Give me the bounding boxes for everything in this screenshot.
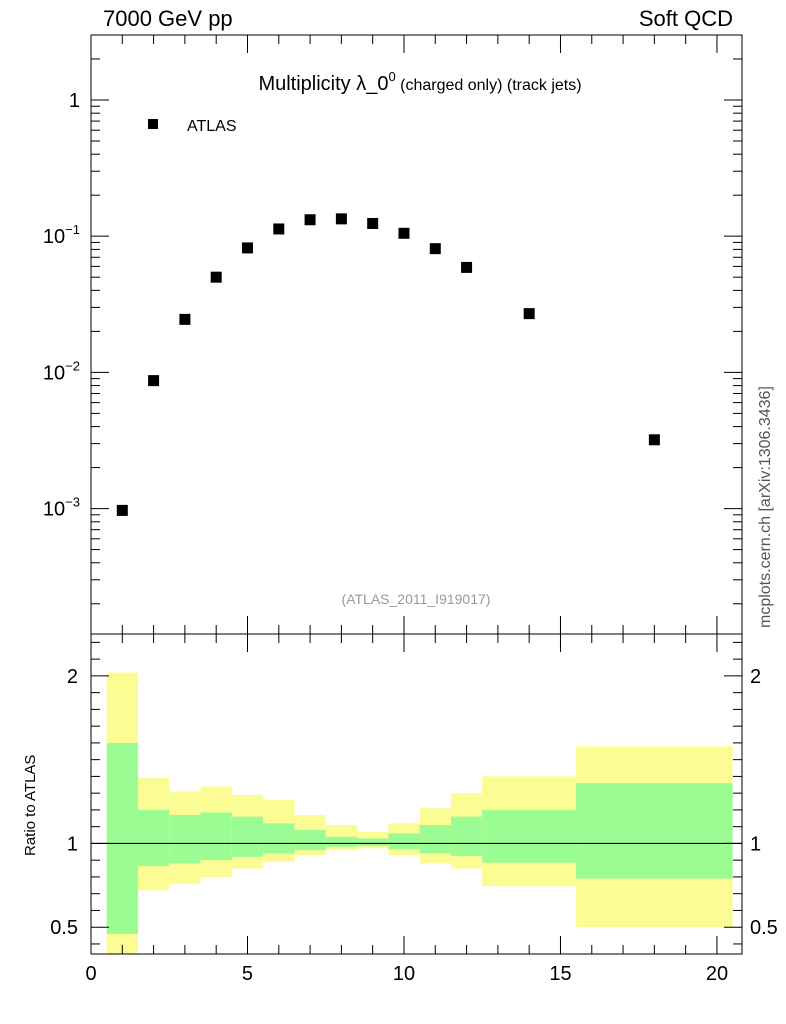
x-tick-label: 15 xyxy=(549,963,571,985)
y-tick-label: 1 xyxy=(69,90,80,112)
uncertainty-band-green xyxy=(137,809,170,867)
ratio-y-tick-label-right: 2 xyxy=(750,666,761,688)
uncertainty-band-green xyxy=(388,833,420,850)
chart-title: Multiplicity λ_00 (charged only) (track … xyxy=(258,69,581,95)
x-tick-label: 10 xyxy=(393,963,415,985)
ratio-y-tick-label-right: 0.5 xyxy=(750,917,778,939)
header-energy-label: 7000 GeV pp xyxy=(103,6,233,31)
data-point xyxy=(241,242,253,254)
ratio-y-tick-label-left: 0.5 xyxy=(50,917,78,939)
data-point xyxy=(429,243,441,255)
data-point xyxy=(398,227,410,239)
x-tick-label: 5 xyxy=(242,963,253,985)
data-point xyxy=(210,271,222,283)
data-point xyxy=(367,217,379,229)
y-tick-label: 10−1 xyxy=(43,222,80,248)
data-point xyxy=(461,261,473,273)
uncertainty-band-green xyxy=(231,816,264,857)
uncertainty-band-green xyxy=(450,816,483,856)
uncertainty-band-green xyxy=(200,812,232,861)
legend-label-atlas: ATLAS xyxy=(187,118,237,135)
uncertainty-band-green xyxy=(482,809,577,863)
uncertainty-band-green xyxy=(357,838,389,846)
data-point xyxy=(179,313,191,325)
header-category-label: Soft QCD xyxy=(638,6,733,31)
legend-marker xyxy=(148,119,158,129)
uncertainty-band-green xyxy=(576,783,733,879)
data-point xyxy=(648,434,660,446)
x-tick-label: 0 xyxy=(85,963,96,985)
source-watermark: mcplots.cern.ch [arXiv:1306.3436] xyxy=(757,386,774,628)
ratio-y-tick-label-left: 1 xyxy=(67,833,78,855)
analysis-watermark: (ATLAS_2011_I919017) xyxy=(342,591,491,607)
y-tick-label: 10−3 xyxy=(43,495,80,521)
uncertainty-band-green xyxy=(169,814,201,864)
x-tick-label: 20 xyxy=(706,963,728,985)
ratio-y-tick-label-left: 2 xyxy=(67,666,78,688)
data-point xyxy=(304,214,316,226)
uncertainty-band-green xyxy=(294,830,326,851)
data-point xyxy=(523,308,535,320)
data-point xyxy=(148,375,160,387)
uncertainty-band-green xyxy=(263,823,295,854)
data-point xyxy=(335,213,347,225)
data-point xyxy=(273,223,285,235)
ratio-y-axis-label: Ratio to ATLAS xyxy=(22,754,39,856)
ratio-plot-frame xyxy=(90,633,743,955)
uncertainty-band-green xyxy=(325,836,358,847)
data-point xyxy=(116,504,128,516)
uncertainty-band-green xyxy=(106,742,138,934)
y-tick-label: 10−2 xyxy=(43,358,80,384)
ratio-y-tick-label-right: 1 xyxy=(750,833,761,855)
uncertainty-band-green xyxy=(419,824,451,854)
